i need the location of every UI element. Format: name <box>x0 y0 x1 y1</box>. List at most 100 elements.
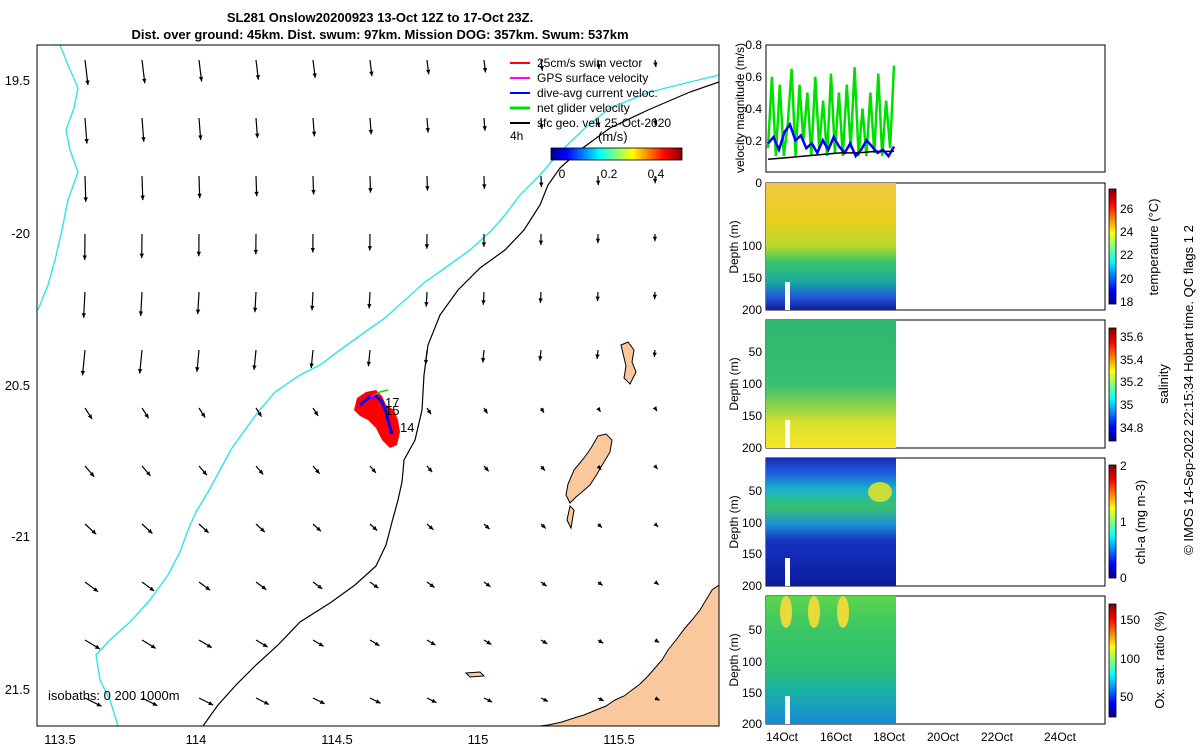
geo-vel-arrowhead <box>596 407 601 412</box>
velocity-colorbar <box>550 147 683 161</box>
geo-vel-arrowhead <box>487 698 493 703</box>
geo-vel-arrowhead <box>368 188 373 193</box>
temp-cbar-26: 26 <box>1120 202 1134 216</box>
temp-cbar-18: 18 <box>1120 295 1134 309</box>
sal-cbar-35: 35 <box>1120 398 1134 412</box>
geo-vel-arrowhead <box>654 638 660 643</box>
ox-ytick-100: 100 <box>742 655 762 669</box>
map-xtick-115: 115 <box>468 732 489 747</box>
geo-vel-arrowhead <box>260 527 265 533</box>
geo-vel-arrowhead <box>652 294 657 300</box>
geo-vel-arrowhead <box>372 525 378 531</box>
geo-vel-arrowhead <box>539 65 544 71</box>
geo-vel-arrowhead <box>598 639 604 644</box>
geo-vel-arrowhead <box>311 189 316 195</box>
geo-vel-arrowhead <box>595 238 601 244</box>
geo-vel-arrowhead <box>596 64 601 69</box>
net-glider-velocity-line <box>766 65 896 157</box>
geo-vel-arrowhead <box>258 469 264 475</box>
ox-cbar-50: 50 <box>1120 690 1134 704</box>
map-legend: 25cm/s swim vector GPS surface velocity … <box>510 56 683 181</box>
geo-vel-arrowhead <box>596 465 602 470</box>
map-ytick-20: -20 <box>11 226 30 241</box>
geo-vel-arrowhead <box>426 409 432 415</box>
geo-vel-arrowhead <box>80 370 86 376</box>
sal-ylabel: Depth (m) <box>727 357 741 410</box>
geo-vel-arrowhead <box>597 523 602 528</box>
geo-vel-arrowhead <box>428 525 434 530</box>
chl-patch <box>868 482 892 502</box>
geo-vel-arrowhead <box>93 587 99 592</box>
xtick-22oct: 22Oct <box>981 730 1014 744</box>
chl-cbar-1: 1 <box>1120 515 1127 529</box>
geo-vel-arrowhead <box>261 585 267 590</box>
geo-vel-arrowhead <box>482 184 487 189</box>
ox-cbar-150: 150 <box>1120 613 1140 627</box>
colorbar-tick-0.2: 0.2 <box>601 167 618 181</box>
land-island <box>565 433 613 504</box>
ox-cbar-100: 100 <box>1120 652 1140 666</box>
xtick-24oct: 24Oct <box>1044 730 1077 744</box>
geo-vel-arrowhead <box>197 193 202 199</box>
legend-gps: GPS surface velocity <box>537 71 648 85</box>
label-4h: 4h <box>510 129 523 143</box>
geo-vel-arrowhead <box>538 240 544 245</box>
geo-vel-arrowhead <box>539 182 544 187</box>
sal-ytick-200: 200 <box>742 441 762 455</box>
geo-vel-arrowhead <box>317 584 323 589</box>
map-panel: 17 15 14 25cm/s swim vector GPS surface … <box>5 44 720 747</box>
map-ytick-21: -21 <box>11 529 30 544</box>
geo-vel-arrowhead <box>96 702 102 707</box>
geo-vel-arrowhead <box>310 305 315 311</box>
oxygen-colorbar <box>1108 603 1117 718</box>
geo-vel-arrowhead <box>369 71 374 77</box>
temperature-gap <box>785 282 790 310</box>
vel-ylabel: velocity magnitude (m/s) <box>733 43 747 173</box>
colorbar-label: (m/s) <box>598 129 628 144</box>
geo-vel-arrowhead <box>196 251 201 257</box>
temp-ytick-200: 200 <box>742 303 762 317</box>
geo-vel-arrowhead <box>198 135 203 140</box>
vel-ytick-0.8: 0.8 <box>745 38 762 52</box>
geo-vel-arrowhead <box>87 414 93 420</box>
geo-vel-arrowhead <box>319 699 325 704</box>
ox-ytick-50: 50 <box>749 623 763 637</box>
geo-vel-arrowhead <box>82 255 87 260</box>
geo-vel-arrowhead <box>538 356 543 361</box>
xtick-16oct: 16Oct <box>820 730 853 744</box>
chl-ytick-100: 100 <box>742 516 762 530</box>
dive-avg-velocity-line <box>767 121 896 159</box>
chl-cbar-0: 0 <box>1120 571 1127 585</box>
geo-vel-arrowhead <box>539 407 544 413</box>
vel-ytick-0.4: 0.4 <box>745 102 762 116</box>
geo-vel-arrowhead <box>144 413 149 419</box>
geo-vel-arrowhead <box>366 361 371 367</box>
geo-vel-arrowhead <box>81 313 86 318</box>
geo-vel-arrowhead <box>311 131 317 137</box>
geo-vel-arrowhead <box>484 524 490 530</box>
map-ytick-20.5: 20.5 <box>5 378 30 393</box>
geo-vel-arrowhead <box>540 465 545 471</box>
geo-vel-arrowhead <box>485 582 491 587</box>
geo-vel-arrowhead <box>195 309 201 315</box>
geo-vel-arrowhead <box>318 642 324 647</box>
oxygen-panel: 50 100 150 200 Depth (m) 150 100 50 Ox. … <box>727 595 1167 744</box>
chl-gap <box>785 558 790 586</box>
geo-vel-arrowhead <box>84 139 89 144</box>
geo-vel-arrowhead <box>427 467 433 473</box>
geo-vel-arrowhead <box>538 298 543 303</box>
sal-cbar-label: salinity <box>1156 364 1171 404</box>
chl-cbar-2: 2 <box>1120 459 1127 473</box>
geo-vel-arrowhead <box>654 696 660 701</box>
sfc-geo-velocity-line <box>767 150 894 161</box>
legend-dive-avg: dive-avg current veloc. <box>537 86 658 100</box>
geo-vel-arrowhead <box>481 357 486 363</box>
geo-vel-arrowhead <box>429 583 435 588</box>
oxygen-patch-2 <box>808 596 820 628</box>
geo-vel-arrowhead <box>149 586 155 591</box>
colorbar-tick-0.4: 0.4 <box>648 167 665 181</box>
temperature-colorbar <box>1108 188 1117 305</box>
geo-vel-arrowhead <box>254 191 259 197</box>
sal-ytick-100: 100 <box>742 377 762 391</box>
oxygen-patch-1 <box>780 596 792 628</box>
